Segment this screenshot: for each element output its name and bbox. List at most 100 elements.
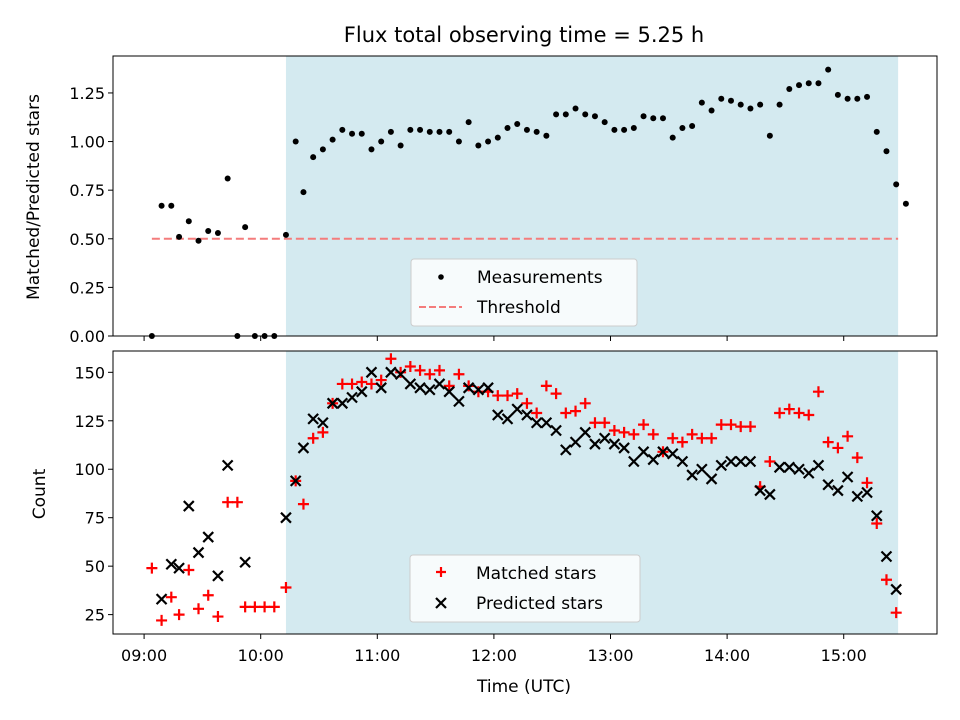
matched-star-point: [803, 409, 815, 421]
measurement-point: [358, 130, 365, 137]
matched-star-point: [764, 455, 776, 467]
measurement-point: [168, 202, 175, 209]
matched-star-point: [356, 376, 368, 388]
measurement-point: [698, 99, 705, 106]
measurement-point: [417, 126, 424, 133]
chart-title: Flux total observing time = 5.25 h: [344, 23, 704, 47]
measurement-point: [611, 126, 618, 133]
measurement-point: [329, 136, 336, 143]
measurement-point: [728, 97, 734, 104]
predicted-star-point: [832, 484, 844, 497]
predicted-star-point: [511, 403, 524, 415]
predicted-star-point: [569, 436, 582, 448]
predicted-star-point: [705, 473, 718, 485]
measurement-point: [195, 237, 202, 244]
measurement-point: [776, 101, 783, 108]
matched-star-point: [472, 386, 484, 398]
measurement-point: [679, 124, 686, 131]
predicted-star-point: [192, 546, 205, 559]
predicted-star-point: [666, 447, 679, 460]
predicted-star-point: [173, 562, 185, 574]
measurement-point: [494, 134, 501, 141]
measurement-point: [378, 138, 385, 145]
bottom-y-axis-label: Count: [30, 468, 50, 519]
measurement-point: [176, 233, 183, 240]
matched-star-point: [239, 601, 251, 613]
measurement-point: [504, 124, 511, 131]
matched-star-point: [146, 562, 158, 574]
matched-star-point: [212, 611, 224, 623]
matched-star-point: [589, 417, 601, 429]
predicted-star-point: [686, 469, 698, 481]
matched-star-point: [222, 496, 234, 508]
predicted-star-point: [841, 471, 854, 483]
matched-star-point: [579, 397, 591, 409]
matched-star-point: [560, 407, 572, 419]
predicted-star-point: [423, 383, 436, 396]
top-y-tick-label: 0.00: [69, 327, 105, 346]
predicted-star-point: [289, 475, 302, 487]
legend-measurements-label: Measurements: [477, 268, 603, 288]
predicted-star-point: [880, 550, 893, 563]
matched-star-point: [608, 424, 620, 436]
predicted-star-point: [355, 385, 368, 398]
measurement-point: [158, 202, 165, 209]
predicted-star-point: [637, 446, 650, 458]
matched-star-point: [193, 603, 205, 615]
matched-star-point: [202, 589, 214, 601]
bottom-y-tick-label: 150: [74, 363, 105, 382]
x-axis-label: Time (UTC): [476, 677, 571, 697]
top-axis-ticks: 0.00 0.25 0.50 0.75 1.00 1.25: [69, 84, 845, 346]
predicted-star-point: [346, 391, 358, 404]
predicted-star-point: [744, 455, 757, 468]
matched-star-point: [268, 601, 280, 613]
bottom-y-tick-label: 75: [85, 509, 105, 528]
predicted-star-point: [183, 500, 195, 512]
measurement-point: [757, 101, 764, 108]
predicted-star-point: [530, 416, 543, 429]
matched-star-point: [280, 581, 292, 593]
measurement-point: [475, 142, 482, 149]
matched-star-point: [676, 436, 688, 448]
counts-panel: 25 50 75 100 125 150 09:00 10:00 11:00 12:00 13:00…: [30, 350, 938, 697]
matched-star-point: [638, 419, 650, 431]
predicted-star-point: [560, 444, 572, 456]
predicted-star-point: [589, 438, 601, 450]
bottom-axis-ticks: 25 50 75 100 125 150 09:00 10:00 11:00 12:00 13:00…: [74, 363, 866, 665]
predicted-star-point: [212, 570, 224, 582]
matched-star-point: [492, 390, 504, 402]
matched-star-point: [173, 609, 185, 621]
predicted-star-point: [550, 424, 562, 437]
matched-star-point: [531, 407, 543, 419]
matched-star-point: [414, 364, 426, 376]
bottom-y-tick-label: 100: [74, 460, 105, 479]
top-y-tick-label: 1.25: [69, 84, 105, 103]
measurement-point: [368, 146, 375, 153]
matched-star-point: [706, 432, 718, 444]
matched-star-point: [346, 378, 358, 390]
matched-star-point: [404, 361, 416, 373]
matched-star-point: [696, 432, 708, 444]
measurement-point: [766, 132, 773, 139]
matched-star-point: [395, 366, 407, 378]
bottom-y-tick-label: 50: [85, 557, 105, 576]
predicted-star-point: [385, 366, 397, 379]
predicted-star-point: [890, 583, 902, 596]
legend-matched-label: Matched stars: [476, 564, 596, 584]
legend-predicted-label: Predicted stars: [476, 594, 603, 614]
top-y-axis-label: Matched/Predicted stars: [24, 94, 44, 300]
predicted-star-point: [375, 382, 387, 394]
measurement-point: [339, 126, 346, 133]
measurement-point: [902, 200, 909, 207]
legend-predicted-marker: [435, 597, 447, 609]
measurement-point: [465, 119, 472, 126]
top-y-tick-label: 0.50: [69, 230, 105, 249]
predicted-star-point: [462, 382, 475, 394]
measurement-point: [514, 121, 521, 128]
measurement-point: [834, 91, 841, 98]
matched-star-point: [570, 405, 582, 417]
measurement-point: [185, 218, 192, 225]
predicted-star-point: [725, 455, 737, 468]
measurement-point: [426, 128, 433, 135]
